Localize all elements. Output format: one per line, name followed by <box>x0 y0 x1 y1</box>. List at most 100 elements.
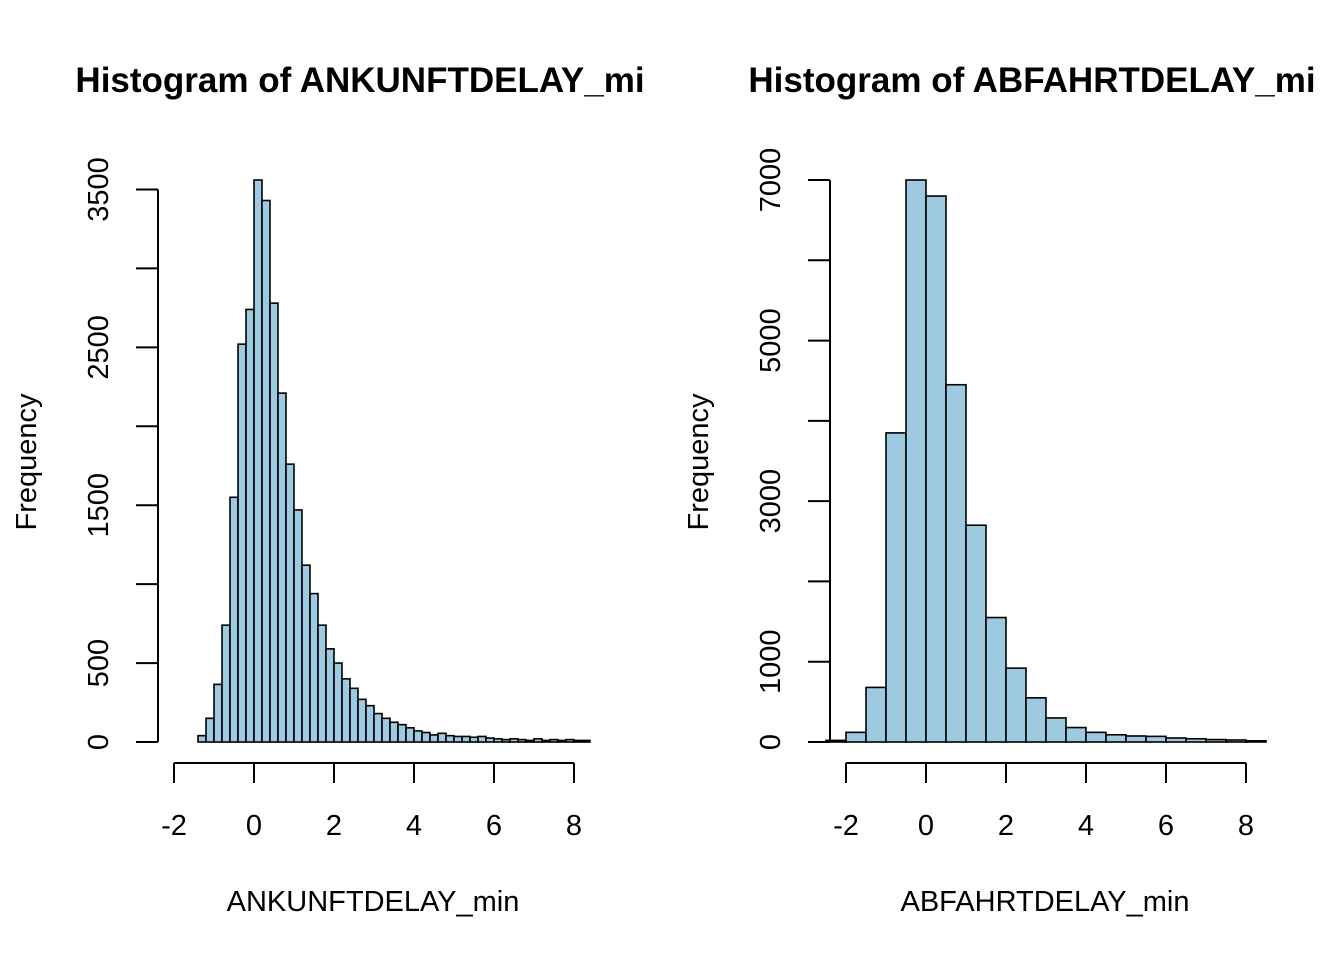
y-tick-label: 3500 <box>83 157 115 222</box>
histogram-bar <box>477 735 487 743</box>
x-tick-label: -2 <box>833 810 859 842</box>
histogram-bar <box>261 199 271 743</box>
histogram-panel-ankunftdelay: Histogram of ANKUNFTDELAY_mi ANKUNFTDELA… <box>11 61 645 918</box>
x-tick-label: 6 <box>486 810 502 842</box>
histogram-bar <box>485 737 495 743</box>
histogram-bar <box>541 739 551 743</box>
histogram-bar <box>381 717 391 743</box>
histogram-bar <box>1085 731 1107 743</box>
x-tick-label: 2 <box>326 810 342 842</box>
histogram-bar <box>1065 726 1087 743</box>
x-tick-label: 8 <box>566 810 582 842</box>
histogram-bar <box>509 738 519 743</box>
histogram-bar <box>533 738 543 743</box>
histogram-bar <box>365 704 375 743</box>
x-tick-label: 0 <box>246 810 262 842</box>
histogram-bar <box>1045 717 1067 743</box>
histogram-bar <box>493 738 503 743</box>
histogram-bar <box>517 738 527 743</box>
histogram-bar <box>293 509 303 743</box>
histogram-panel-abfahrtdelay: Histogram of ABFAHRTDELAY_mi ABFAHRTDELA… <box>683 61 1316 918</box>
histogram-bar <box>277 392 287 743</box>
histogram-bar <box>549 738 559 743</box>
chart-title: Histogram of ABFAHRTDELAY_mi <box>748 61 1315 100</box>
histogram-bar <box>405 726 415 743</box>
x-tick-label: 8 <box>1238 810 1254 842</box>
histogram-bar <box>965 524 987 743</box>
histogram-bar <box>1125 735 1147 743</box>
y-tick-label: 500 <box>83 639 115 687</box>
histogram-bar <box>865 686 887 743</box>
x-tick-label: -2 <box>161 810 187 842</box>
y-axis: 0 500 1500 2500 3500 <box>83 157 159 750</box>
histogram-bar <box>925 195 947 743</box>
histogram-bar <box>253 179 263 743</box>
histogram-bar <box>1025 697 1047 743</box>
x-tick-label: 6 <box>1158 810 1174 842</box>
histogram-bar <box>301 564 311 743</box>
histogram-bar <box>453 735 463 743</box>
x-axis-label: ANKUNFTDELAY_min <box>227 886 520 918</box>
x-axis: -2 0 2 4 6 8 <box>161 762 582 842</box>
histogram-bar <box>501 738 511 743</box>
histogram-bar <box>205 717 215 743</box>
histogram-bar <box>845 731 867 743</box>
histogram-bar <box>1205 738 1227 743</box>
x-tick-label: 4 <box>1078 810 1094 842</box>
histogram-bar <box>1245 739 1267 743</box>
x-tick-label: 4 <box>406 810 422 842</box>
histogram-bar <box>445 734 455 743</box>
histogram-bar <box>557 739 567 743</box>
y-tick-label: 3000 <box>755 469 787 534</box>
histogram-bar <box>325 648 335 743</box>
y-tick-label: 2500 <box>83 315 115 380</box>
bar-group <box>825 179 1267 743</box>
histogram-bar <box>397 723 407 743</box>
histogram-bar <box>1185 737 1207 743</box>
histogram-bar <box>885 432 907 743</box>
x-axis: -2 0 2 4 6 8 <box>833 762 1254 842</box>
histogram-bar <box>245 308 255 743</box>
histogram-bar <box>525 739 535 743</box>
histogram-bar <box>269 302 279 743</box>
y-axis-label: Frequency <box>11 393 43 531</box>
histogram-bar <box>389 721 399 743</box>
histogram-bar <box>469 736 479 743</box>
histogram-bar <box>565 738 575 743</box>
y-tick-label: 0 <box>83 734 115 750</box>
histogram-bar <box>357 698 367 743</box>
histogram-bar <box>905 179 927 743</box>
histogram-bar <box>309 592 319 743</box>
histogram-bar <box>413 730 423 743</box>
x-axis-label: ABFAHRTDELAY_min <box>900 886 1189 918</box>
histogram-bar <box>221 624 231 743</box>
histogram-bar <box>349 687 359 743</box>
histogram-bar <box>237 343 247 743</box>
histogram-bar <box>197 734 207 743</box>
histogram-bar <box>421 731 431 743</box>
histogram-bar <box>213 683 223 743</box>
bar-group <box>197 179 591 743</box>
histogram-bar <box>945 383 967 743</box>
histogram-bar <box>285 463 295 743</box>
x-tick-label: 2 <box>998 810 1014 842</box>
y-tick-label: 1500 <box>83 473 115 538</box>
histogram-bar <box>373 712 383 743</box>
histogram-bar <box>1005 667 1027 743</box>
histogram-bar <box>437 732 447 743</box>
histogram-bar <box>573 739 583 743</box>
histogram-bar <box>341 678 351 743</box>
histogram-bar <box>317 624 327 743</box>
histogram-bar <box>1145 735 1167 743</box>
y-tick-label: 5000 <box>755 308 787 373</box>
histogram-bar <box>1165 737 1187 743</box>
histogram-bar <box>1105 733 1127 743</box>
histogram-bar <box>229 496 239 743</box>
x-tick-label: 0 <box>918 810 934 842</box>
chart-title: Histogram of ANKUNFTDELAY_mi <box>75 61 644 100</box>
histogram-bar <box>333 662 343 743</box>
histogram-bar <box>461 735 471 743</box>
histogram-bar <box>1225 739 1247 743</box>
histogram-bar <box>985 616 1007 743</box>
